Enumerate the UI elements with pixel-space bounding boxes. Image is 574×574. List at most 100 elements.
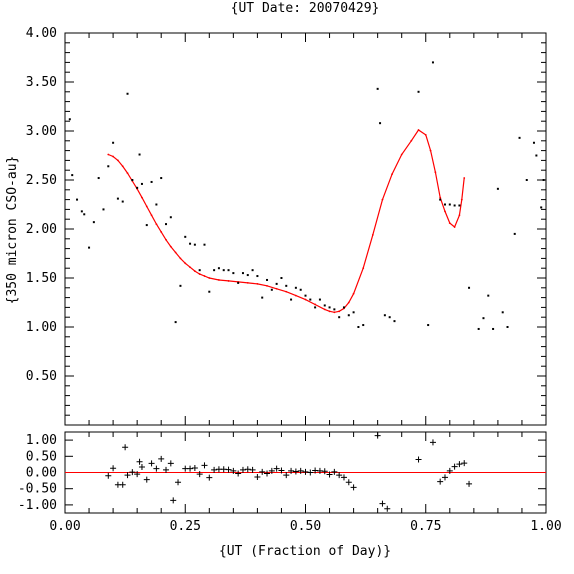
- fit-line-point: [444, 210, 446, 213]
- y-tick-label: 1.00: [26, 320, 57, 335]
- fit-line-point: [208, 277, 211, 279]
- residual-point: [268, 467, 275, 474]
- data-point: [458, 204, 461, 207]
- data-point: [145, 224, 148, 227]
- fit-line-point: [304, 298, 307, 301]
- fit-line-point: [218, 279, 220, 281]
- fit-line-point: [112, 155, 114, 158]
- residual-point: [415, 456, 422, 463]
- residual-point: [340, 474, 347, 481]
- residual-point: [105, 472, 112, 479]
- fit-line-point: [352, 292, 355, 295]
- data-point: [388, 316, 391, 319]
- residual-point: [158, 455, 165, 462]
- residual-point: [292, 468, 299, 475]
- residual-point: [167, 460, 174, 467]
- data-point: [121, 200, 124, 203]
- residual-point: [239, 466, 246, 473]
- data-point: [513, 232, 516, 235]
- residual-point: [345, 479, 352, 486]
- y-tick-label: 3.00: [26, 124, 57, 139]
- fit-line-point: [439, 196, 442, 199]
- data-point: [487, 294, 490, 297]
- data-point: [160, 177, 163, 180]
- fit-line-point: [362, 267, 365, 270]
- y-tick-label: 3.50: [26, 75, 57, 90]
- fit-line-point: [179, 257, 182, 260]
- residual-point: [321, 468, 328, 475]
- residual-point: [259, 468, 266, 475]
- data-point: [193, 243, 196, 246]
- top-panel-fit-line: [107, 129, 466, 314]
- fit-line-point: [160, 231, 163, 233]
- residual-point: [225, 466, 232, 473]
- residual-point: [119, 481, 126, 488]
- fit-line-point: [381, 198, 384, 201]
- data-point: [92, 221, 95, 224]
- residual-point: [138, 463, 145, 470]
- fit-line-point: [371, 233, 374, 236]
- residual-point: [201, 462, 208, 469]
- fit-line-point: [391, 173, 393, 176]
- data-point: [256, 275, 259, 278]
- data-point: [246, 274, 249, 277]
- residual-point: [187, 465, 194, 472]
- data-point: [352, 311, 355, 314]
- data-point: [318, 298, 321, 301]
- x-axis-label: {UT (Fraction of Day)}: [219, 544, 391, 559]
- residual-point: [148, 460, 155, 467]
- x-tick-label: 0.50: [290, 519, 321, 534]
- data-point: [126, 92, 129, 95]
- residual-point: [230, 467, 237, 474]
- top-panel-points: [68, 61, 545, 330]
- top-panel-y-ticks: 0.50 1.00 1.50 2.00 2.50 3.00 3.50 4.00: [26, 26, 547, 425]
- data-point: [275, 282, 278, 285]
- x-tick-label: 0.75: [410, 519, 441, 534]
- data-point: [362, 324, 365, 327]
- residual-point: [124, 472, 131, 479]
- data-point: [76, 198, 79, 201]
- bottom-panel-residuals: [105, 432, 473, 512]
- data-point: [97, 177, 100, 180]
- y-tick-label: 0.50: [26, 369, 57, 384]
- data-point: [506, 326, 509, 328]
- data-point: [270, 288, 273, 291]
- residual-point: [379, 500, 386, 507]
- residual-point: [429, 439, 436, 446]
- data-point: [222, 269, 225, 272]
- fit-line-point: [400, 153, 403, 156]
- fit-line-point: [410, 139, 413, 142]
- fit-line-point: [429, 149, 432, 152]
- residual-point: [441, 474, 448, 481]
- residual-point: [336, 472, 343, 479]
- data-point: [131, 179, 134, 181]
- data-point: [189, 242, 192, 245]
- fit-line-point: [424, 134, 427, 136]
- data-point: [208, 290, 211, 293]
- residual-point: [461, 460, 468, 467]
- data-point: [443, 203, 446, 206]
- residual-point: [143, 476, 150, 483]
- chart-title: {UT Date: 20070429}: [231, 1, 380, 16]
- bottom-panel-x-ticks: 0.00 0.25 0.50 0.75 1.00: [49, 432, 562, 534]
- data-point: [342, 306, 345, 309]
- data-point: [379, 122, 382, 125]
- data-point: [328, 306, 331, 309]
- fit-line-point: [150, 214, 153, 217]
- data-point: [518, 136, 521, 139]
- residual-y-tick-label: 1.00: [26, 433, 57, 448]
- residual-y-tick-label: 0.00: [26, 466, 57, 481]
- data-point: [237, 281, 240, 284]
- fit-line-point: [347, 301, 350, 304]
- data-point: [542, 179, 545, 181]
- fit-line-point: [246, 282, 249, 284]
- data-point: [482, 317, 485, 320]
- y-tick-label: 1.50: [26, 271, 57, 286]
- residual-point: [235, 470, 242, 477]
- residual-point: [384, 505, 391, 512]
- data-point: [213, 269, 216, 272]
- data-point: [333, 308, 336, 311]
- residual-point: [170, 497, 177, 504]
- data-point: [136, 186, 139, 189]
- data-point: [357, 326, 360, 328]
